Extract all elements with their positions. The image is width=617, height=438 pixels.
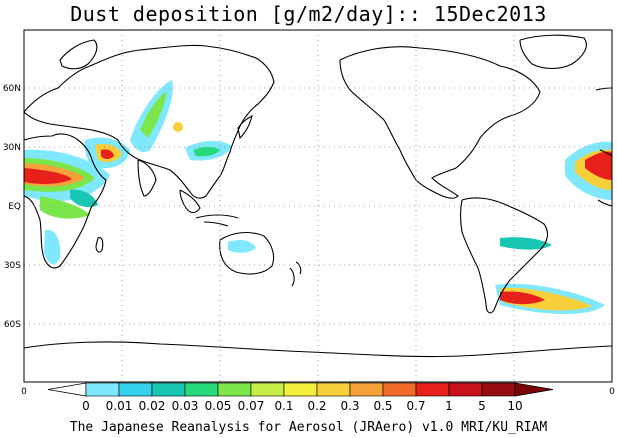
colorbar-tick-label: 0.03 bbox=[172, 399, 199, 413]
colorbar-bin bbox=[415, 382, 450, 397]
lon-label-right: 0 bbox=[609, 387, 615, 397]
colorbar-tick-label: 0.5 bbox=[373, 399, 392, 413]
colorbar-bin bbox=[448, 382, 483, 397]
dust-plume-east-asia bbox=[193, 147, 220, 157]
colorbar-tick-label: 0 bbox=[82, 399, 90, 413]
coastline-indonesia bbox=[195, 214, 239, 227]
coastline-antarctica bbox=[24, 341, 612, 358]
colorbar-bin bbox=[349, 382, 384, 397]
dust-shading-layer bbox=[24, 80, 612, 315]
coastline-southeast-asia bbox=[179, 189, 201, 214]
dust-plume-south-africa bbox=[44, 229, 61, 265]
coastline-europe-asia bbox=[24, 44, 275, 199]
colorbar-bin bbox=[382, 382, 417, 397]
colorbar-tick-label: 10 bbox=[507, 399, 522, 413]
colorbar-left-arrow bbox=[47, 382, 87, 397]
colorbar-bin bbox=[283, 382, 318, 397]
colorbar-bin bbox=[85, 382, 120, 397]
colorbar-tick-label: 0.7 bbox=[406, 399, 425, 413]
colorbar-tick-label: 1 bbox=[445, 399, 453, 413]
map-title: Dust deposition [g/m2/day]:: 15Dec2013 bbox=[70, 2, 547, 26]
coastline-madagascar bbox=[95, 237, 104, 253]
lat-label-60n: 60N bbox=[3, 84, 21, 94]
dust-plume-sudan bbox=[70, 189, 98, 208]
lat-label-eq: EQ bbox=[8, 202, 21, 212]
colorbar-tick-label: 0.02 bbox=[139, 399, 166, 413]
lat-label-60s: 60S bbox=[4, 320, 21, 330]
dust-plume-south-america bbox=[500, 237, 552, 250]
coastline-india bbox=[137, 159, 157, 197]
lat-label-30s: 30S bbox=[4, 261, 21, 271]
lon-label-left: 0 bbox=[21, 387, 27, 397]
coastline-south-america bbox=[459, 197, 549, 314]
grid-lines bbox=[24, 30, 612, 382]
coastline-north-america bbox=[339, 46, 541, 199]
colorbar-tick-label: 5 bbox=[478, 399, 486, 413]
dust-plume-west-africa bbox=[40, 196, 90, 219]
colorbar-bin bbox=[481, 382, 516, 397]
footer-credit: The Japanese Reanalysis for Aerosol (JRA… bbox=[69, 420, 548, 435]
coastline-greenland bbox=[519, 34, 587, 70]
dust-plume-australia bbox=[228, 240, 256, 253]
map-frame bbox=[23, 29, 613, 383]
coastline-scandinavia bbox=[59, 39, 98, 70]
colorbar-bin bbox=[118, 382, 153, 397]
colorbar-tick-label: 0.1 bbox=[274, 399, 293, 413]
dust-plume-patagonia bbox=[500, 291, 545, 305]
colorbar-bin bbox=[151, 382, 186, 397]
dust-plume-sahara bbox=[24, 168, 72, 184]
colorbar: 0 0.01 0.02 0.03 0.05 0.07 0.1 0.2 0.3 0.5 0.7 1 5 10 bbox=[47, 382, 554, 413]
lat-label-30n: 30N bbox=[3, 143, 21, 153]
colorbar-bin bbox=[184, 382, 219, 397]
coastline-new-zealand bbox=[289, 261, 302, 287]
coastline-australia bbox=[219, 231, 275, 275]
coastline-japan bbox=[237, 114, 253, 140]
dust-plume-central-asia bbox=[140, 92, 166, 138]
latitude-labels: 60N 30N EQ 30S 60S bbox=[3, 84, 21, 330]
dust-plume-atlantic bbox=[585, 151, 612, 180]
colorbar-tick-label: 0.3 bbox=[340, 399, 359, 413]
colorbar-bin bbox=[250, 382, 285, 397]
colorbar-tick-label: 0.2 bbox=[307, 399, 326, 413]
colorbar-bin bbox=[217, 382, 252, 397]
colorbar-tick-label: 0.01 bbox=[106, 399, 133, 413]
colorbar-tick-label: 0.05 bbox=[205, 399, 232, 413]
coastline-africa bbox=[24, 133, 107, 269]
colorbar-bin bbox=[316, 382, 351, 397]
colorbar-tick-label: 0.07 bbox=[238, 399, 265, 413]
dust-plume-arabia bbox=[101, 149, 114, 159]
coastlines bbox=[24, 34, 612, 358]
colorbar-right-arrow bbox=[514, 382, 554, 397]
